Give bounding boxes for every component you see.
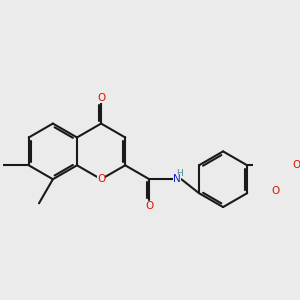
Text: N: N [173, 174, 181, 184]
Text: H: H [176, 169, 183, 178]
Text: O: O [97, 93, 105, 103]
Text: O: O [271, 186, 279, 196]
Text: O: O [292, 160, 300, 170]
Text: O: O [97, 174, 105, 184]
Text: O: O [145, 201, 153, 211]
